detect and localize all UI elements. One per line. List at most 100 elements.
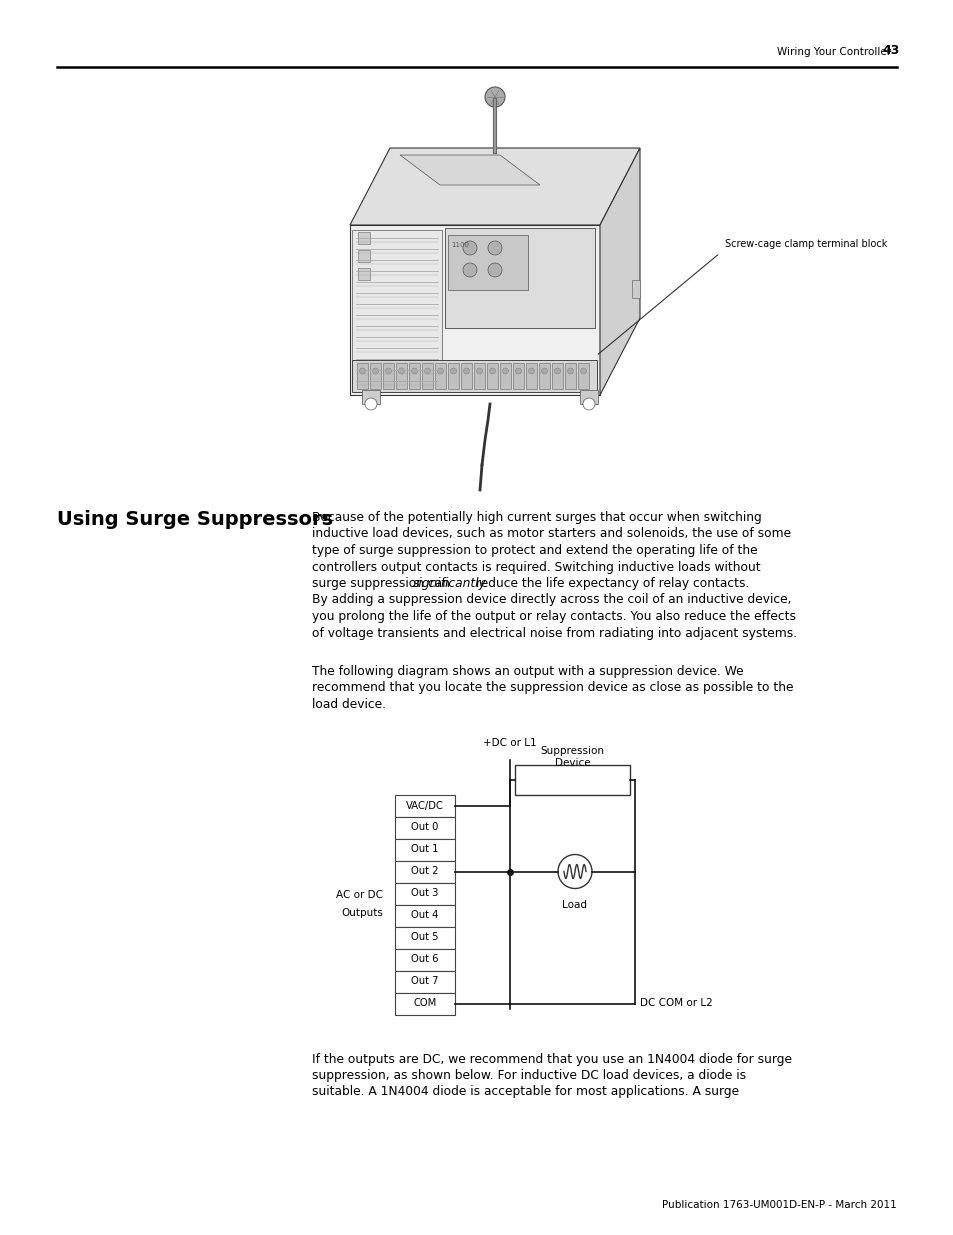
Circle shape [462,241,476,254]
Bar [352,230,441,390]
Polygon shape [399,156,539,185]
Text: you prolong the life of the output or relay contacts. You also reduce the effect: you prolong the life of the output or re… [312,610,795,622]
Bar [395,883,455,904]
Circle shape [488,241,501,254]
Bar [448,363,458,389]
Circle shape [365,398,376,410]
Text: Publication 1763-UM001D-EN-P - March 2011: Publication 1763-UM001D-EN-P - March 201… [661,1200,896,1210]
Circle shape [462,263,476,277]
Bar [444,228,595,329]
Circle shape [579,368,586,374]
Circle shape [488,263,501,277]
Circle shape [502,368,508,374]
Text: Out 1: Out 1 [411,845,438,855]
Circle shape [558,855,592,888]
Bar [578,363,588,389]
Bar [525,363,537,389]
Text: +DC or L1: +DC or L1 [482,737,537,747]
Bar [499,363,511,389]
Text: Outputs: Outputs [341,909,382,919]
Text: reduce the life expectancy of relay contacts.: reduce the life expectancy of relay cont… [472,577,749,590]
Circle shape [411,368,417,374]
Text: Out 6: Out 6 [411,955,438,965]
Bar [395,363,407,389]
Bar [579,390,598,404]
Bar [552,363,562,389]
Text: Using Surge Suppressors: Using Surge Suppressors [57,510,333,529]
Bar [361,390,379,404]
Text: Wiring Your Controller: Wiring Your Controller [776,47,890,57]
Text: VAC/DC: VAC/DC [406,800,443,810]
Bar [395,816,455,839]
Text: 43: 43 [882,44,899,57]
Bar [474,363,484,389]
Bar [357,249,370,262]
Text: inductive load devices, such as motor starters and solenoids, the use of some: inductive load devices, such as motor st… [312,527,790,541]
Bar [395,861,455,883]
Polygon shape [599,148,639,395]
Text: Out 5: Out 5 [411,932,438,942]
Circle shape [359,368,365,374]
Circle shape [528,368,534,374]
Text: suitable. A 1N4004 diode is acceptable for most applications. A surge: suitable. A 1N4004 diode is acceptable f… [312,1086,739,1098]
Text: The following diagram shows an output with a suppression device. We: The following diagram shows an output wi… [312,664,742,678]
Text: DC COM or L2: DC COM or L2 [639,999,712,1009]
Circle shape [450,368,456,374]
Bar [631,280,639,298]
Bar [513,363,523,389]
Text: Out 0: Out 0 [411,823,438,832]
Bar [395,993,455,1014]
Bar [395,904,455,926]
Text: Out 2: Out 2 [411,867,438,877]
Text: Out 7: Out 7 [411,977,438,987]
Text: Device: Device [554,758,590,768]
Circle shape [489,368,495,374]
Circle shape [582,398,595,410]
Text: COM: COM [413,999,436,1009]
Text: of voltage transients and electrical noise from radiating into adjacent systems.: of voltage transients and electrical noi… [312,626,797,640]
Polygon shape [350,148,639,225]
Polygon shape [350,225,599,395]
Bar [395,839,455,861]
Circle shape [515,368,521,374]
Bar [460,363,472,389]
Bar [352,359,597,391]
Circle shape [484,86,504,107]
Text: significantly: significantly [413,577,486,590]
Text: load device.: load device. [312,698,386,711]
Bar [370,363,380,389]
Circle shape [398,368,404,374]
Bar [435,363,446,389]
Circle shape [437,368,443,374]
Bar [486,363,497,389]
Bar [409,363,419,389]
Text: type of surge suppression to protect and extend the operating life of the: type of surge suppression to protect and… [312,543,757,557]
Text: Suppression: Suppression [540,746,604,757]
Text: By adding a suppression device directly across the coil of an inductive device,: By adding a suppression device directly … [312,594,791,606]
Circle shape [476,368,482,374]
Bar [448,235,527,290]
Bar [382,363,394,389]
Text: AC or DC: AC or DC [335,890,382,900]
Text: controllers output contacts is required. Switching inductive loads without: controllers output contacts is required.… [312,561,760,573]
Circle shape [424,368,430,374]
Circle shape [372,368,378,374]
Circle shape [385,368,391,374]
Bar [357,232,370,245]
Bar [421,363,433,389]
Bar [395,794,455,816]
Bar [356,363,368,389]
Circle shape [567,368,573,374]
Circle shape [554,368,560,374]
Circle shape [463,368,469,374]
Bar [395,926,455,948]
Text: 1100: 1100 [451,242,469,248]
Text: surge suppression can: surge suppression can [312,577,454,590]
Text: Out 3: Out 3 [411,888,438,899]
Bar [564,363,576,389]
Bar [357,268,370,280]
Bar [395,948,455,971]
Circle shape [541,368,547,374]
Bar [395,971,455,993]
Text: Screw-cage clamp terminal block: Screw-cage clamp terminal block [724,240,886,249]
